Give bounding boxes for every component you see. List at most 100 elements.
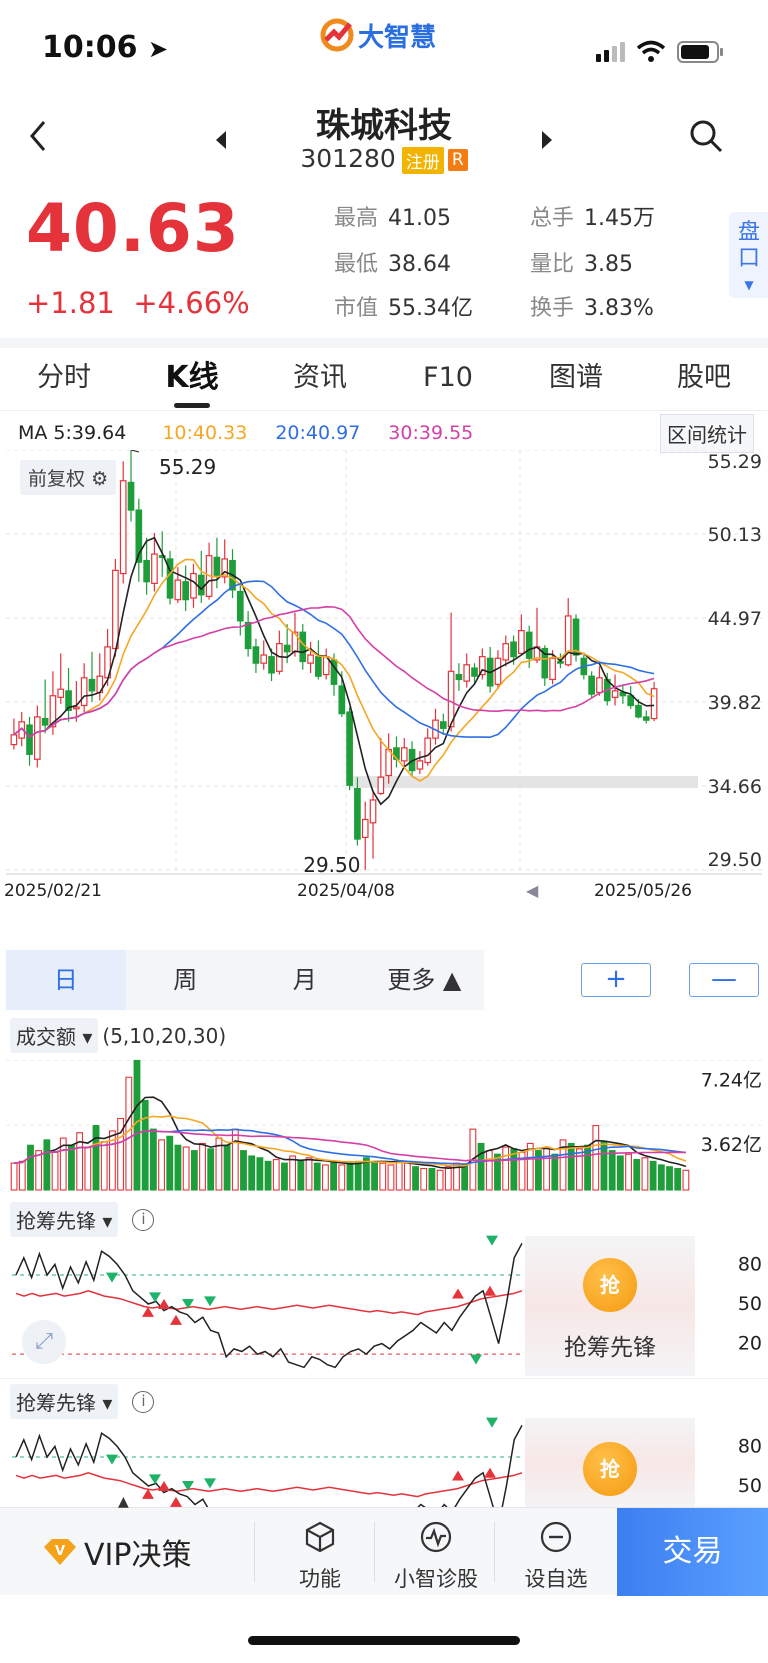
y-tick-label: 50.13: [708, 524, 762, 546]
candle-body: [80, 677, 88, 707]
tab-forum[interactable]: 股吧: [677, 362, 731, 393]
buy-marker-icon: [149, 1474, 161, 1485]
period-more[interactable]: 更多 ▲: [387, 966, 462, 994]
volume-bar: [281, 1162, 288, 1191]
kline-chart[interactable]: 55.29 50.13 44.97 39.82 34.66 29.50 55.29 29.50…: [0, 450, 768, 950]
trade-button[interactable]: 交易: [617, 1508, 768, 1596]
indicator-promo-card-2[interactable]: 抢: [525, 1418, 695, 1508]
volume-bar: [551, 1153, 559, 1191]
candle-body: [416, 760, 424, 770]
next-stock-arrow-icon[interactable]: [540, 130, 554, 150]
indicator-chart-2[interactable]: 80 50: [0, 1412, 768, 1508]
candle-body: [588, 675, 595, 695]
volume-ma10-line: [14, 1115, 687, 1167]
pulse-icon: [420, 1521, 452, 1553]
candle-body: [564, 615, 572, 666]
candle-body: [510, 641, 517, 658]
buy-marker-icon: [204, 1296, 216, 1307]
candle-body: [221, 558, 229, 578]
vip-decision-button[interactable]: V VIP决策: [42, 1508, 191, 1596]
volume-bar: [108, 1130, 116, 1191]
stat-market-cap: 市值 55.34亿: [334, 296, 473, 321]
volume-bar: [100, 1141, 108, 1191]
stock-code: 301280: [300, 144, 396, 173]
sell-marker-icon: [484, 1467, 496, 1478]
tab-kline[interactable]: K线: [128, 348, 256, 410]
candle-body: [88, 678, 96, 692]
indicator-dropdown[interactable]: 抢筹先锋 ▾: [10, 1202, 119, 1237]
svg-text:V: V: [55, 1544, 65, 1559]
volume-bar: [240, 1150, 247, 1191]
volume-indicator-dropdown[interactable]: 成交额 ▾: [10, 1018, 99, 1053]
volume-ma30-line: [14, 1130, 686, 1164]
volume-bar: [477, 1142, 485, 1191]
volume-bar: [403, 1162, 411, 1191]
info-icon[interactable]: i: [132, 1208, 155, 1231]
candle-body: [299, 631, 307, 663]
prev-stock-arrow-icon[interactable]: [214, 130, 228, 150]
stat-high: 最高 41.05: [334, 206, 451, 231]
buy-marker-icon: [106, 1454, 118, 1465]
stat-volume: 总手 1.45万: [530, 206, 656, 231]
indicator-chart[interactable]: 80 50 20: [0, 1230, 768, 1378]
ma5-legend: MA 5:39.64: [18, 422, 127, 444]
volume-bar: [436, 1169, 444, 1191]
dropdown-caret-icon: ▼: [744, 278, 754, 292]
candle-body: [627, 695, 635, 707]
stock-name: 珠城科技: [316, 106, 452, 146]
volume-y-tick: 3.62亿: [701, 1134, 762, 1156]
pankou-button[interactable]: 盘口 ▼: [729, 212, 768, 298]
tab-f10[interactable]: F10: [423, 362, 473, 393]
tab-graph[interactable]: 图谱: [549, 362, 603, 393]
indicator-y-tick: 80: [738, 1435, 762, 1457]
candle-body: [41, 717, 49, 726]
add-watchlist-button[interactable]: 设自选: [506, 1508, 606, 1596]
zoom-in-button[interactable]: +: [581, 963, 651, 997]
volume-bar: [485, 1150, 493, 1191]
range-stats-button[interactable]: 区间统计: [660, 414, 754, 453]
indicator-promo-card[interactable]: 抢 抢筹先锋: [525, 1236, 695, 1376]
period-day[interactable]: 日: [6, 950, 126, 1010]
volume-bar: [666, 1166, 673, 1191]
candle-body: [650, 688, 658, 720]
candle-body: [494, 657, 502, 685]
registered-badge: 注册: [401, 146, 444, 174]
indicator-dropdown-2[interactable]: 抢筹先锋 ▾: [10, 1384, 119, 1419]
indicator-line: [15, 1242, 523, 1369]
period-month[interactable]: 月: [292, 966, 317, 994]
stat-low: 最低 38.64: [334, 252, 451, 277]
adjust-selector[interactable]: 前复权 ⚙: [20, 460, 117, 495]
ma-legend: MA 5:39.64 10:40.33 20:40.97 30:39.55: [18, 422, 473, 444]
indicator-line: [15, 1424, 523, 1508]
volume-bar: [387, 1164, 395, 1191]
diagnose-button[interactable]: 小智诊股: [384, 1508, 488, 1596]
volume-bar: [10, 1162, 18, 1191]
candle-body: [10, 734, 18, 746]
candle-body: [479, 656, 486, 676]
expand-up-icon[interactable]: ▲: [118, 1494, 129, 1510]
volume-bar: [231, 1128, 239, 1191]
cellular-signal-icon: [596, 42, 625, 62]
volume-bar: [51, 1151, 59, 1191]
volume-bar: [674, 1167, 682, 1191]
period-week[interactable]: 周: [173, 966, 198, 994]
sell-marker-icon: [142, 1306, 154, 1317]
search-icon[interactable]: [688, 118, 724, 154]
volume-bar: [362, 1157, 370, 1191]
indicator-y-tick: 80: [738, 1253, 762, 1275]
volume-bar: [264, 1160, 272, 1191]
info-icon[interactable]: i: [132, 1390, 155, 1413]
expand-icon[interactable]: ⤢: [22, 1320, 66, 1364]
zoom-out-button[interactable]: —: [689, 963, 759, 997]
candle-body: [518, 630, 525, 655]
tab-news[interactable]: 资讯: [293, 362, 347, 393]
sell-marker-icon: [170, 1314, 182, 1325]
tab-fenshi[interactable]: 分时: [37, 362, 91, 393]
function-button[interactable]: 功能: [270, 1508, 370, 1596]
back-chevron-icon[interactable]: [26, 118, 50, 154]
stat-turnover: 换手 3.83%: [530, 296, 654, 321]
candle-body: [596, 677, 603, 694]
volume-chart[interactable]: 7.24亿 3.62亿: [0, 1040, 768, 1192]
volume-bar: [338, 1164, 346, 1191]
volume-bar: [141, 1099, 149, 1191]
